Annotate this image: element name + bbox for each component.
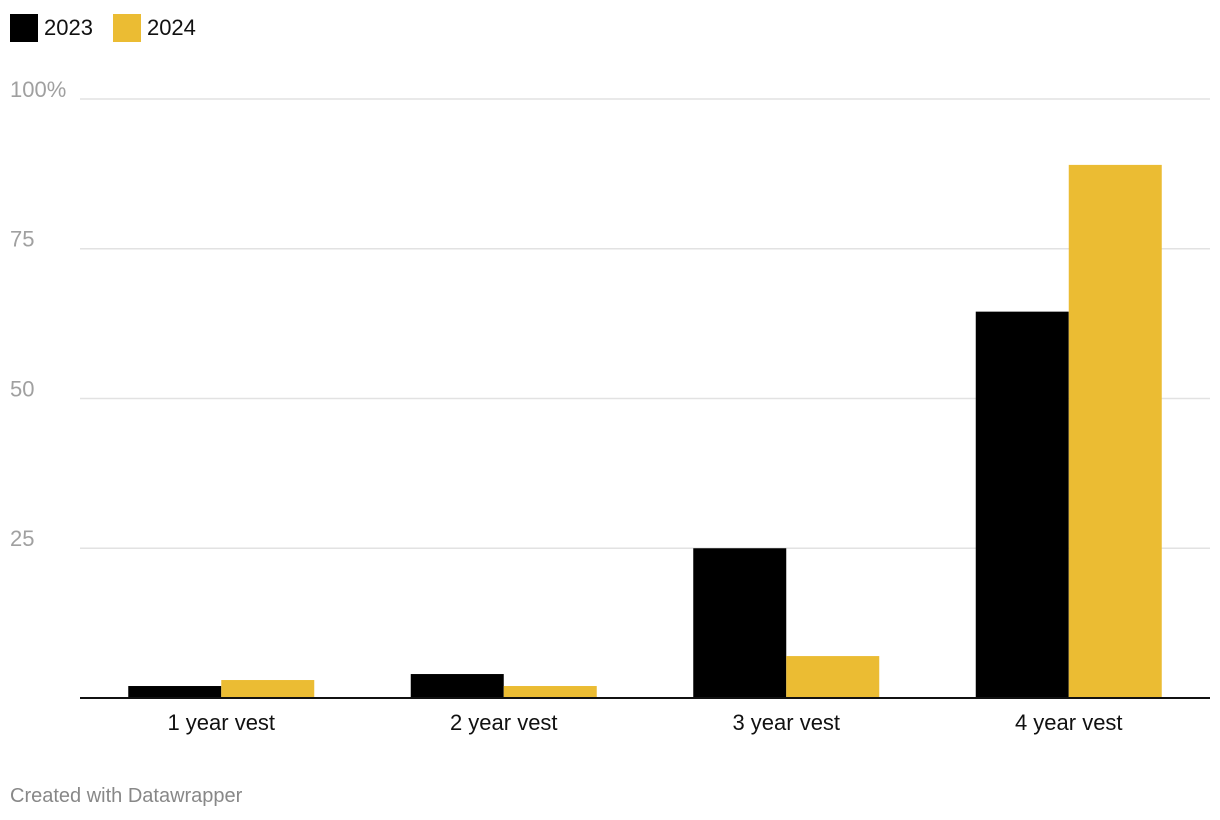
x-tick-label-3-year-vest: 3 year vest	[732, 710, 840, 735]
legend-label-2024: 2024	[146, 15, 196, 40]
legend-item-2024: 2024	[112, 14, 196, 42]
bar-2023-4-year-vest	[975, 311, 1069, 698]
legend-swatch-2023	[10, 14, 38, 42]
y-axis-tick-labels: 100% 75 50 25	[10, 77, 66, 551]
x-tick-label-2-year-vest: 2 year vest	[450, 710, 558, 735]
bar-2023-3-year-vest	[693, 548, 787, 698]
legend-label-2023: 2023	[44, 15, 93, 40]
y-tick-label-25: 25	[10, 526, 34, 551]
bars	[128, 164, 1162, 698]
bar-2024-4-year-vest	[1068, 164, 1162, 698]
x-axis-tick-labels: 1 year vest 2 year vest 3 year vest 4 year …	[167, 710, 1122, 735]
y-tick-label-50: 50	[10, 376, 34, 401]
legend-swatch-2024	[112, 14, 141, 42]
chart-legend: 2023 2024	[10, 14, 216, 42]
bar-chart: 100% 75 50 25 1 year vest 2 year vest 3 year …	[10, 77, 1210, 735]
x-tick-label-4-year-vest: 4 year vest	[1015, 710, 1123, 735]
x-tick-label-1-year-vest: 1 year vest	[167, 710, 275, 735]
bar-2024-3-year-vest	[786, 656, 880, 698]
bar-2024-1-year-vest	[221, 680, 315, 698]
bar-2024-2-year-vest	[503, 686, 597, 698]
bar-2023-2-year-vest	[410, 674, 504, 698]
datawrapper-credit: Created with Datawrapper	[10, 785, 243, 807]
y-tick-label-75: 75	[10, 227, 34, 252]
legend-item-2023: 2023	[10, 14, 93, 42]
y-tick-label-100: 100%	[10, 77, 66, 102]
bar-2023-1-year-vest	[128, 686, 222, 698]
